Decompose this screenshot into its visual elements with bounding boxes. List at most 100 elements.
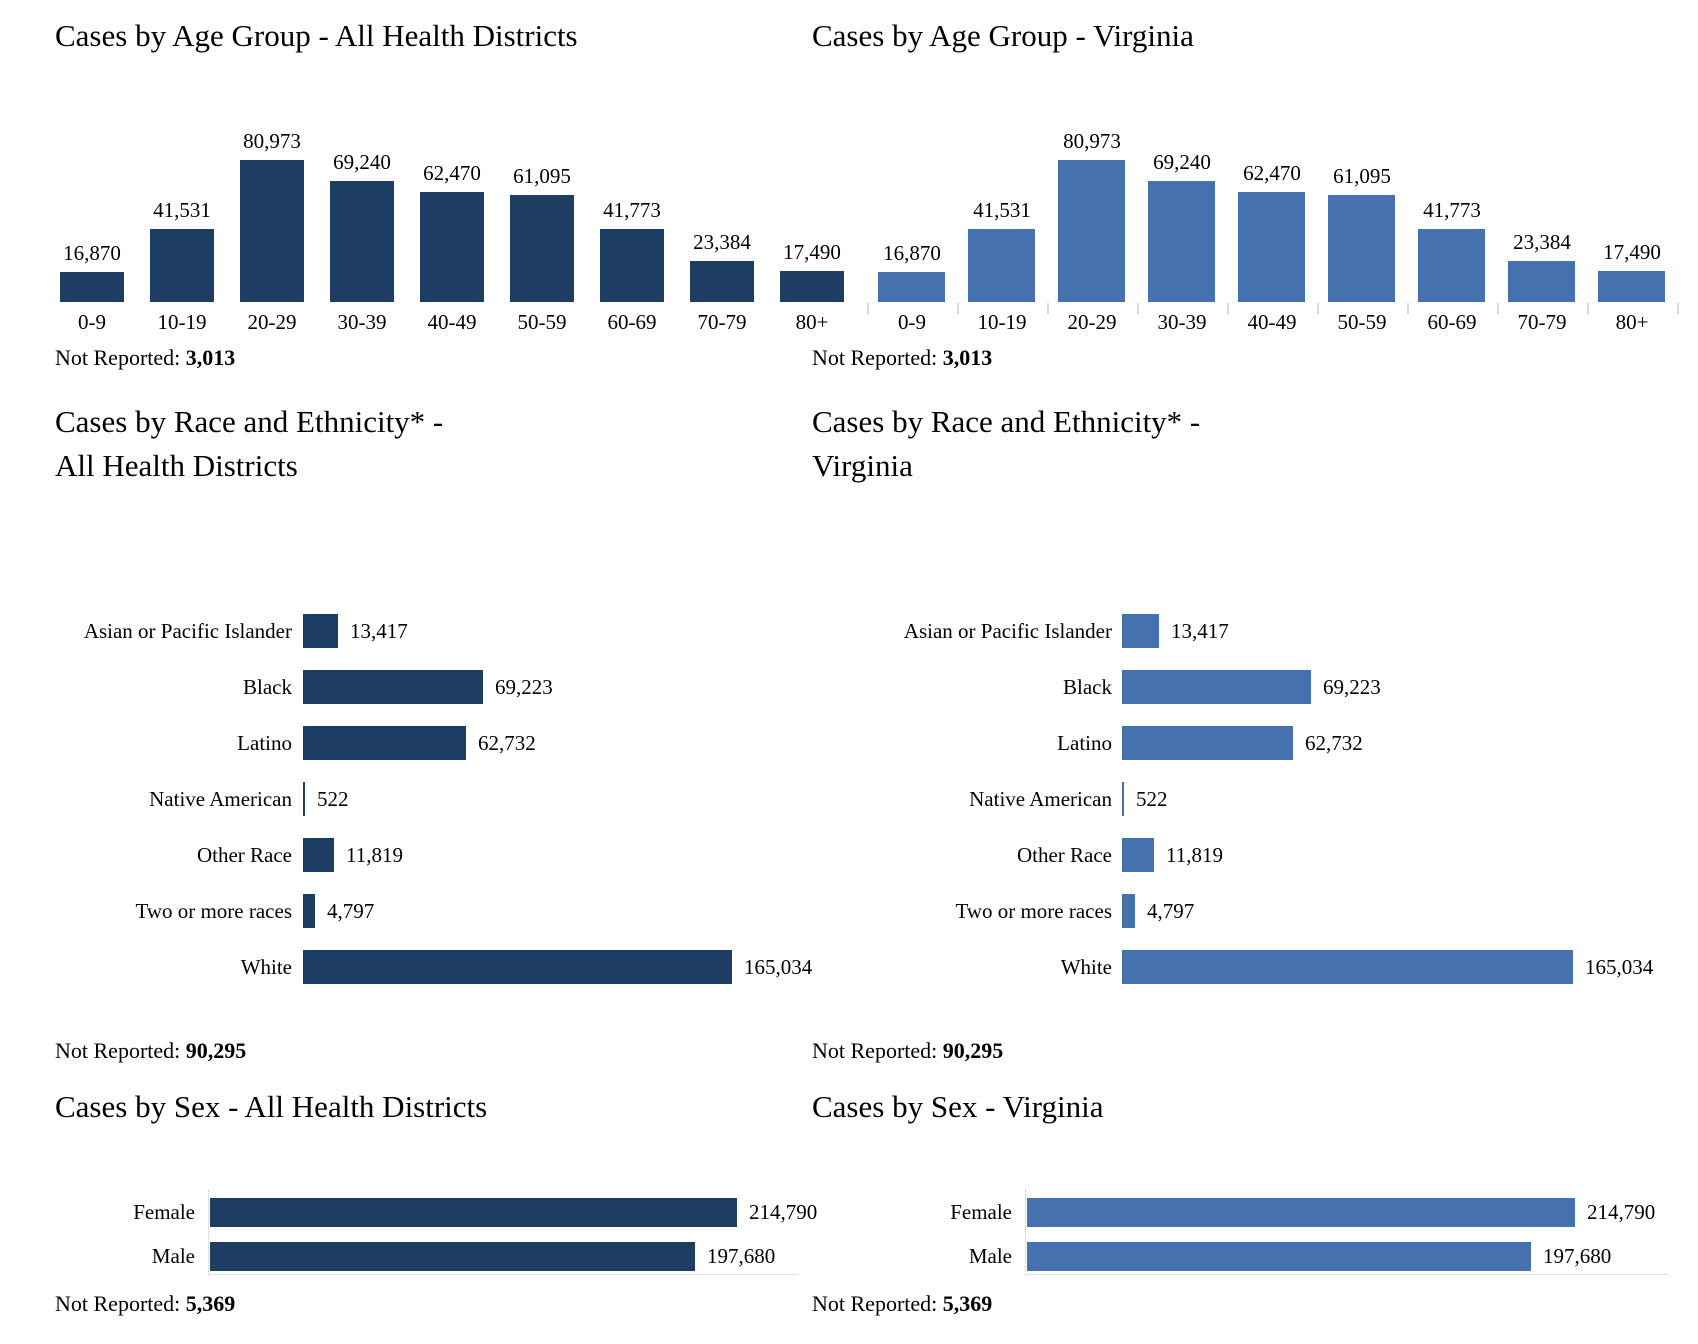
bar-Latino[interactable] [1122,726,1293,760]
not-reported-note: Not Reported: 5,369 [55,1291,235,1317]
axis-category-label: 40-49 [1247,310,1297,334]
bar-Male[interactable] [210,1242,695,1271]
y-axis-line [208,1190,209,1274]
bar-Black[interactable] [303,670,483,704]
chart-title-line-2: All Health Districts [55,448,298,483]
bar-value-label: 165,034 [1585,955,1654,979]
axis-category-label: 60-69 [607,310,657,334]
bar-value-label: 4,797 [327,899,375,923]
axis-tick [1497,303,1499,314]
bar-value-label: 23,384 [1513,230,1571,254]
bar-Native American[interactable] [1122,782,1124,816]
bar-value-label: 197,680 [707,1244,776,1268]
bar-30-39[interactable] [330,181,394,302]
axis-tick [1407,303,1409,314]
category-label: Asian or Pacific Islander [83,619,292,643]
bar-40-49[interactable] [420,192,484,302]
chart-title: Cases by Race and Ethnicity* - All Health… [55,400,443,488]
not-reported-label: Not Reported: [812,1291,938,1316]
axis-category-label: 20-29 [1067,310,1117,334]
bar-70-79[interactable] [1508,261,1575,302]
bar-Two or more races[interactable] [1122,894,1135,928]
bar-10-19[interactable] [968,229,1035,302]
chart-cases-by-sex-virginia: Female 214,790 Male 197,680 Cases by Sex - … [812,1085,1698,1343]
bar-value-label: 80,973 [1063,129,1121,153]
chart-title-line-1: Cases by Race and Ethnicity* - [812,404,1201,439]
chart-title-text: Cases by Sex - All Health Districts [55,1089,488,1124]
axis-tick [867,303,869,314]
bar-value-label: 23,384 [693,230,751,254]
bar-Female[interactable] [210,1198,737,1227]
bar-value-label: 69,223 [1323,675,1381,699]
category-label: Two or more races [955,899,1112,923]
bar-Male[interactable] [1027,1242,1531,1271]
bar-value-label: 165,034 [744,955,813,979]
bar-40-49[interactable] [1238,192,1305,302]
category-label: Other Race [196,843,292,867]
bar-Black[interactable] [1122,670,1311,704]
bar-0-9[interactable] [878,272,945,302]
chart-title: Cases by Sex - Virginia [812,1085,1103,1129]
bar-value-label: 13,417 [350,619,408,643]
category-label: Female [950,1200,1012,1224]
bar-70-79[interactable] [690,261,754,302]
not-reported-value: 3,013 [942,345,993,370]
chart-cases-by-sex-all-health-districts: Female 214,790 Male 197,680 Cases by Sex - … [55,1085,865,1343]
bar-Female[interactable] [1027,1198,1575,1227]
bar-60-69[interactable] [600,229,664,302]
bar-White[interactable] [303,950,732,984]
bar-20-29[interactable] [240,160,304,302]
bar-value-label: 522 [317,787,349,811]
plot-area-sex-va: Female 214,790 Male 197,680 [812,1085,1698,1343]
bar-20-29[interactable] [1058,160,1125,302]
axis-category-label: 50-59 [1337,310,1387,334]
chart-title-line-1: Cases by Race and Ethnicity* - [55,404,444,439]
bar-Asian or Pacific Islander[interactable] [303,614,338,648]
bar-10-19[interactable] [150,229,214,302]
bar-value-label: 11,819 [346,843,403,867]
bar-Native American[interactable] [303,782,305,816]
bar-value-label: 41,773 [603,198,661,222]
chart-cases-by-race-ethnicity-all-health-districts: Asian or Pacific Islander 13,417 Black 69,2… [55,400,855,1065]
axis-tick [1047,303,1049,314]
chart-title-text: Cases by Age Group - Virginia [812,18,1194,53]
bar-White[interactable] [1122,950,1573,984]
bar-value-label: 17,490 [783,240,841,264]
bar-80+[interactable] [780,271,844,302]
bar-Two or more races[interactable] [303,894,315,928]
not-reported-label: Not Reported: [55,345,181,370]
bar-30-39[interactable] [1148,181,1215,302]
bar-0-9[interactable] [60,272,124,302]
not-reported-value: 3,013 [185,345,236,370]
plot-area-race-all: Asian or Pacific Islander 13,417 Black 69,2… [55,400,855,1065]
bar-50-59[interactable] [510,195,574,302]
axis-category-label: 0-9 [78,310,106,334]
bar-value-label: 11,819 [1166,843,1223,867]
bar-value-label: 69,223 [495,675,553,699]
bar-value-label: 13,417 [1171,619,1229,643]
bar-value-label: 61,095 [1333,164,1391,188]
bar-value-label: 62,732 [1305,731,1363,755]
not-reported-label: Not Reported: [812,345,938,370]
not-reported-value: 5,369 [942,1291,993,1316]
bar-Other Race[interactable] [1122,838,1154,872]
axis-tick [1317,303,1319,314]
chart-title-text: Cases by Age Group - All Health District… [55,18,578,53]
bar-60-69[interactable] [1418,229,1485,302]
not-reported-note: Not Reported: 90,295 [55,1038,246,1064]
category-label: Asian or Pacific Islander [903,619,1112,643]
axis-tick [1587,303,1589,314]
axis-category-label: 30-39 [1157,310,1207,334]
category-label: Black [1063,675,1112,699]
category-label: Latino [237,731,292,755]
chart-title: Cases by Sex - All Health Districts [55,1085,487,1129]
bar-Other Race[interactable] [303,838,334,872]
plot-area-age-all: 16,870 0-9 41,531 10-19 80,973 20-29 69,240 30-… [55,14,855,386]
chart-title-line-2: Virginia [812,448,913,483]
bar-Asian or Pacific Islander[interactable] [1122,614,1159,648]
bar-50-59[interactable] [1328,195,1395,302]
axis-category-label: 0-9 [898,310,926,334]
bar-80+[interactable] [1598,271,1665,302]
bar-Latino[interactable] [303,726,466,760]
bar-value-label: 61,095 [513,164,571,188]
